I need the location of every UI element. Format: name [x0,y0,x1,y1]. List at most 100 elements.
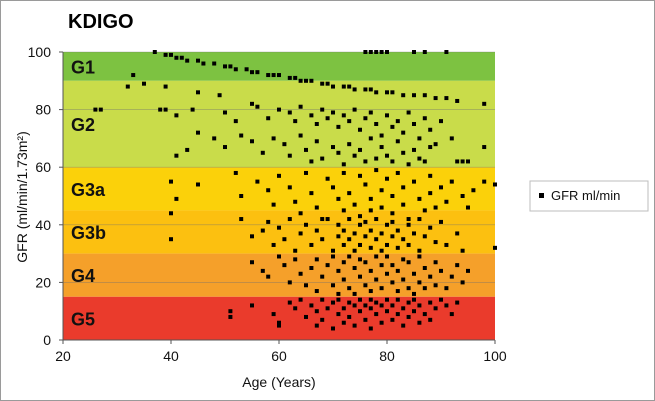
data-point [417,248,422,253]
data-point [271,242,276,247]
data-point [250,139,254,144]
data-point [422,93,427,98]
band-label-g1: G1 [71,57,95,77]
data-point [352,107,357,112]
data-point [368,87,373,92]
x-tick-label: 80 [379,348,395,364]
data-point [190,107,195,112]
data-point [417,156,422,161]
data-point [412,271,416,276]
data-point [287,75,292,80]
data-point [368,136,373,141]
data-point [277,320,281,325]
band-labels: G1 G2 G3a G3b G4 G5 [71,57,106,329]
data-point [196,90,200,95]
data-point [379,205,384,210]
data-point [271,312,276,317]
data-point [287,300,292,305]
data-point [179,55,184,60]
data-point [444,199,449,204]
data-point [385,113,389,118]
data-point [368,208,373,213]
data-point [174,113,179,118]
data-point [390,159,395,164]
data-point [417,217,422,222]
data-point [406,217,411,222]
data-point [320,297,325,302]
data-point [460,159,465,164]
data-point [277,107,281,112]
data-point [174,55,179,60]
y-axis-title: GFR (ml/min/1.73m²) [14,131,30,262]
data-point [471,188,476,193]
data-point [422,208,427,213]
data-point [390,263,395,268]
data-point [352,266,357,270]
data-point [347,314,352,319]
data-point [368,50,373,54]
data-point [368,297,373,302]
band-g5 [63,296,495,340]
data-point [341,113,346,118]
data-point [433,283,438,288]
data-point [433,306,438,311]
data-point [336,222,341,227]
data-point [169,237,173,242]
x-tick-label: 100 [483,348,507,364]
data-point [255,179,260,184]
data-point [260,268,265,273]
data-point [233,67,238,72]
data-point [385,242,389,247]
data-point [363,87,368,92]
data-point [352,87,357,92]
data-point [309,303,314,308]
data-point [444,50,449,54]
data-point [455,300,460,305]
data-point [298,104,303,109]
data-point [374,277,379,282]
data-point [336,234,341,239]
data-point [358,297,362,302]
data-point [363,182,368,187]
data-point [320,217,325,222]
data-point [309,78,314,83]
data-point [374,237,379,242]
data-point [125,84,130,89]
data-point [401,93,406,98]
data-point [309,113,314,118]
data-point [352,153,357,158]
data-point [341,228,346,233]
data-point [336,124,341,129]
data-point [493,182,497,187]
data-point [363,317,368,322]
band-label-g2: G2 [71,115,95,135]
data-point [331,110,335,115]
data-point [395,228,400,233]
data-point [325,263,330,268]
data-point [466,268,470,273]
data-point [412,179,416,184]
data-point [217,93,222,98]
data-point [444,242,449,247]
data-point [401,150,406,155]
data-point [395,312,400,317]
data-point [223,64,227,69]
data-point [439,219,443,224]
data-point [212,61,217,66]
data-point [266,219,271,224]
data-point [379,188,384,193]
data-point [374,217,379,222]
data-point [422,50,427,54]
data-point [385,153,389,158]
data-point [287,217,292,222]
data-point [439,119,443,124]
data-point [271,73,276,78]
data-point [347,142,352,147]
data-point [93,107,98,112]
data-point [352,248,357,253]
data-point [174,196,179,201]
data-point [169,52,173,57]
data-point [325,116,330,121]
data-point [331,185,335,190]
